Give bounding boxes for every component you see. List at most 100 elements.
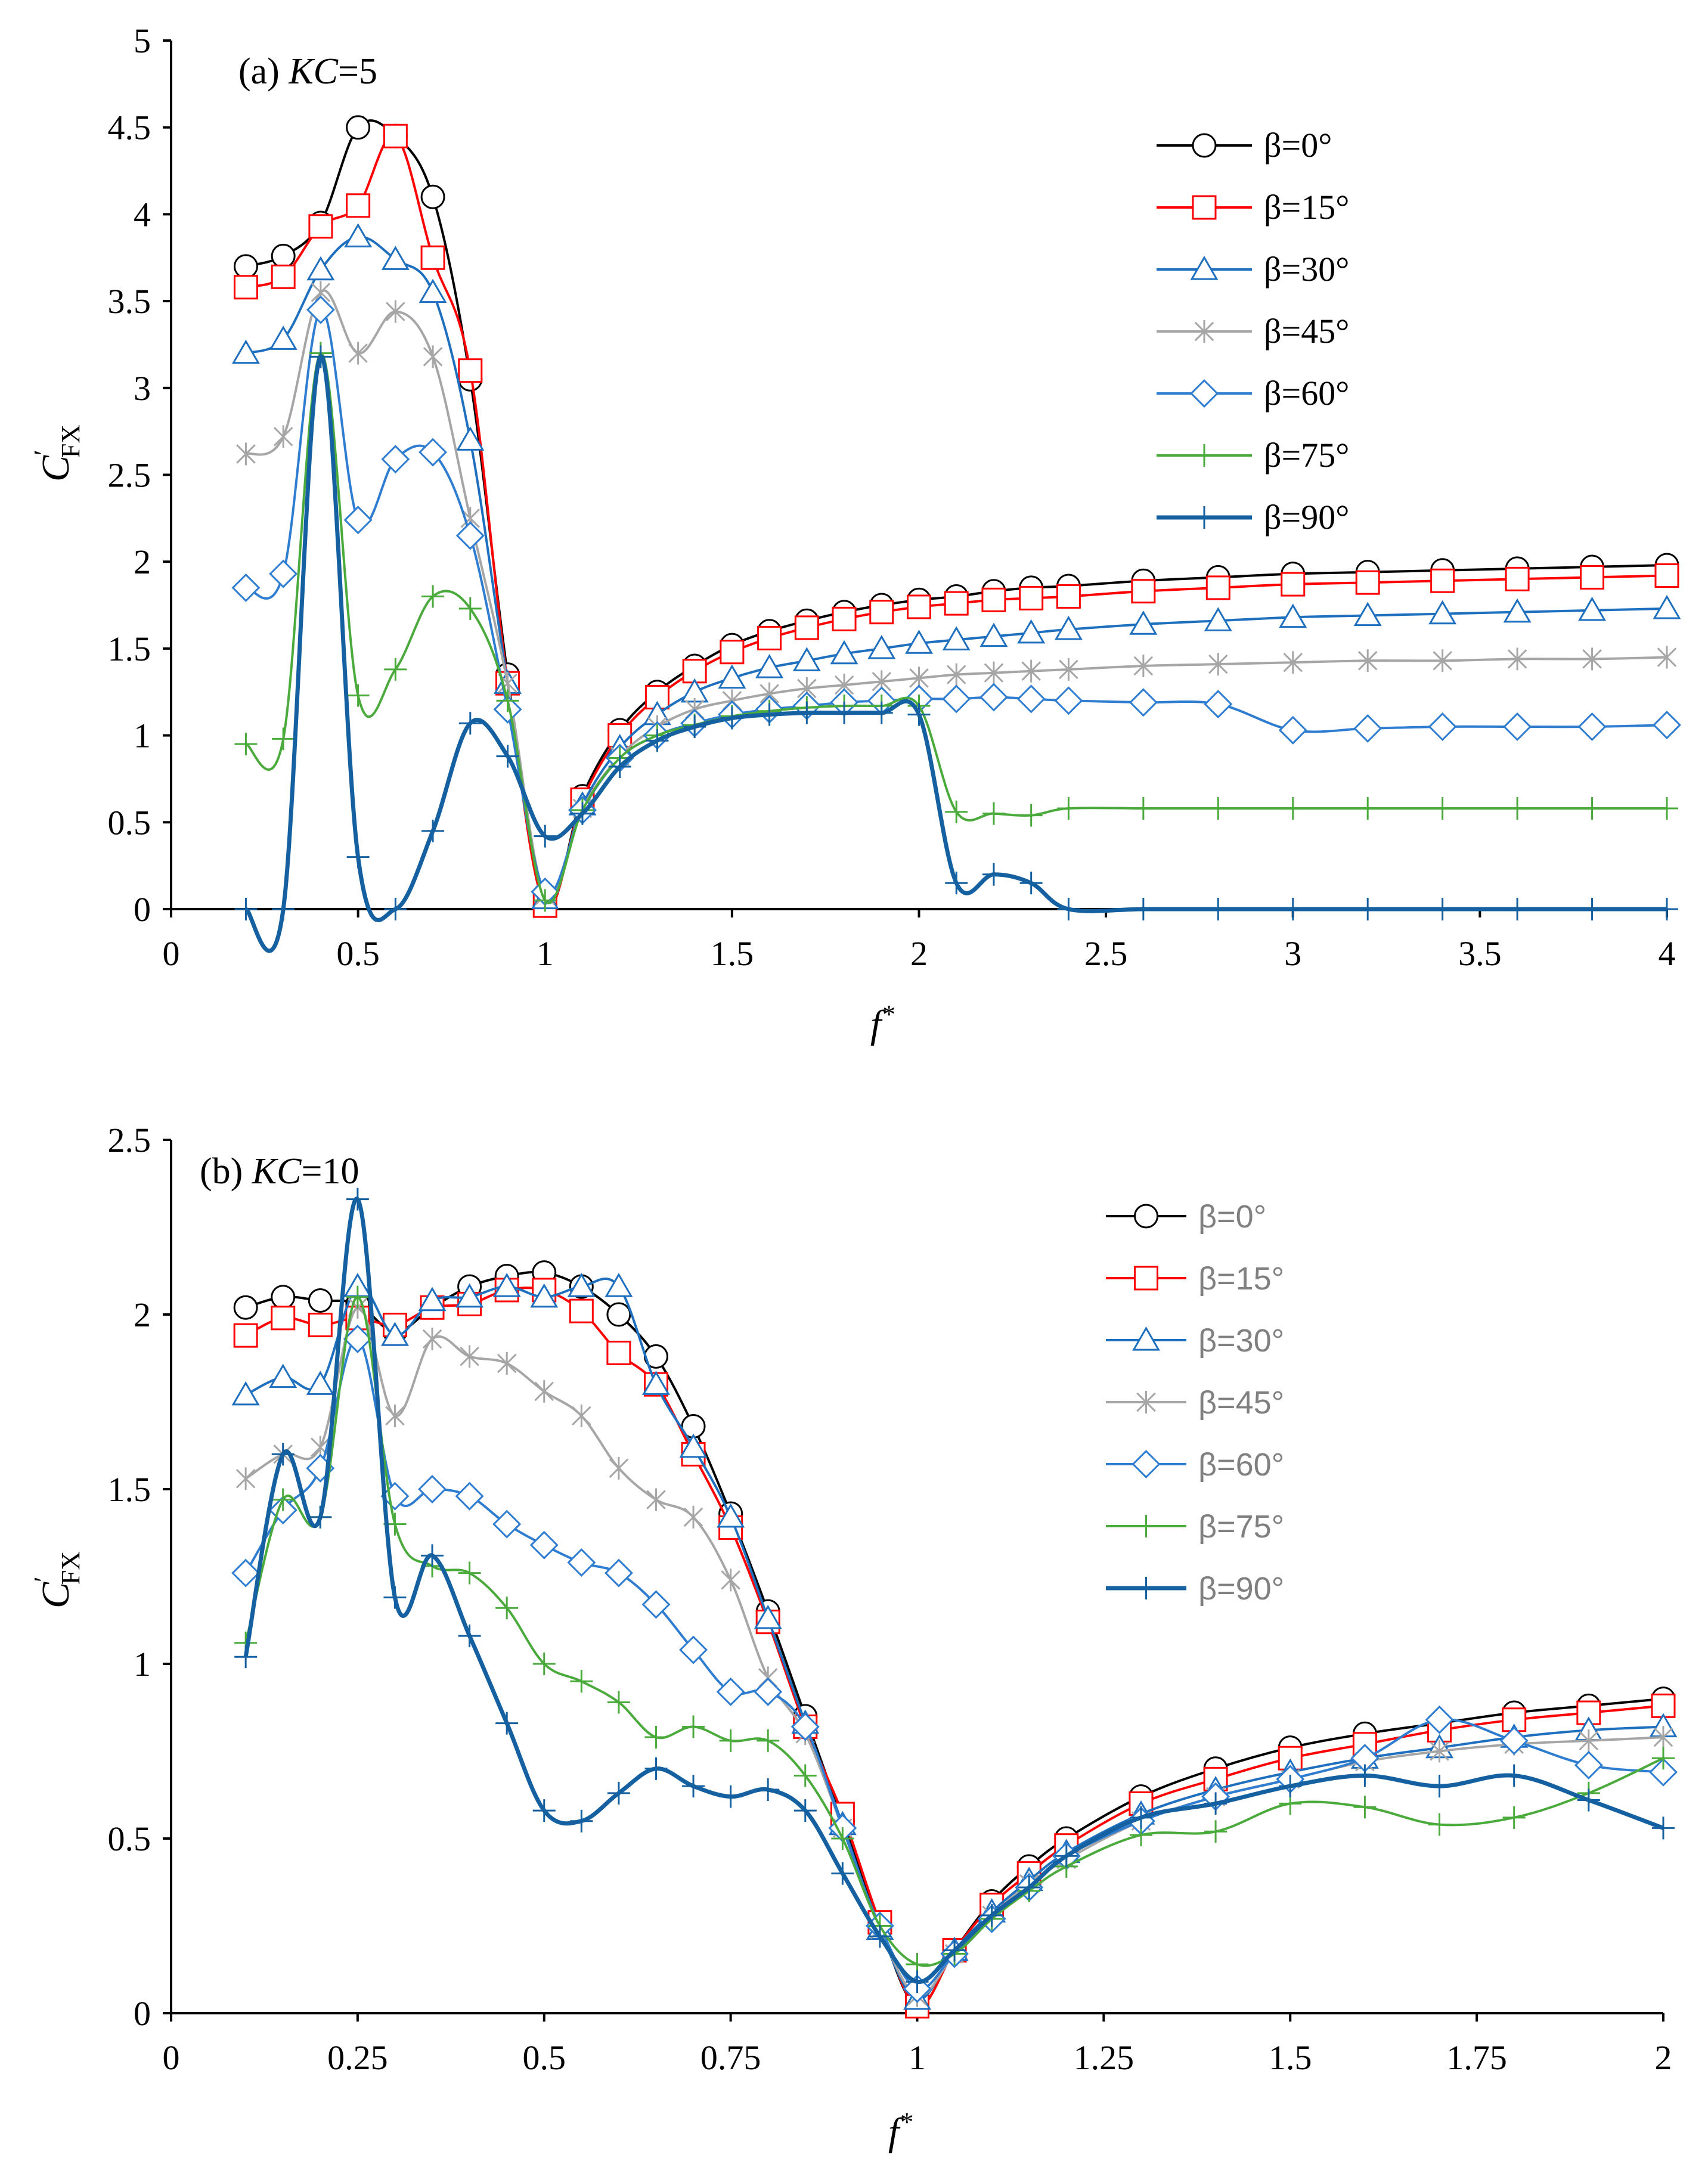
panel-a-y-tick-label: 1.5 xyxy=(108,630,151,668)
panel-b-x-tick-label: 1.5 xyxy=(1269,2038,1312,2077)
panel-a-data-point xyxy=(534,824,557,848)
panel-b-data-point xyxy=(567,1273,596,1297)
panel-a-x-ticks: 0 0.5 1 1.5 2 2.5 3 3.5 4 xyxy=(163,909,1676,973)
panel-a-data-point xyxy=(755,654,784,678)
panel-a-data-point xyxy=(904,630,934,654)
panel-a-data-point xyxy=(381,445,410,474)
panel-a-legend: β=0° β=15° β=30° β=45° β=60° β=75° β=90° xyxy=(1157,126,1349,537)
panel-a-data-point xyxy=(1653,594,1681,619)
panel-b-data-point xyxy=(271,1285,296,1310)
panel-b-data-point xyxy=(793,1764,817,1787)
panel-a-data-point xyxy=(381,246,410,270)
panel-b-data-point xyxy=(719,1785,742,1808)
panel-b-x-axis-label: f* xyxy=(888,2107,912,2154)
panel-a-data-point xyxy=(455,521,485,550)
panel-b-data-point xyxy=(604,1558,633,1588)
panel-b-data-point xyxy=(1577,1788,1600,1812)
panel-a-data-point xyxy=(942,684,971,714)
panel-a-data-point xyxy=(421,585,445,608)
panel-b-data-point xyxy=(606,1302,631,1327)
panel-a-data-point xyxy=(1580,898,1604,920)
panel-a-data-point xyxy=(273,425,293,448)
panel-a-data-point xyxy=(1578,596,1607,621)
panel-a-data-point xyxy=(1016,684,1046,714)
panel-a-data-point xyxy=(794,615,819,640)
panel-a-data-point xyxy=(979,683,1008,712)
panel-a-data-point xyxy=(720,640,745,665)
panel-a-data-point xyxy=(458,597,482,620)
panel-a-data-point xyxy=(1021,659,1041,683)
panel-b-data-point xyxy=(1574,1750,1603,1780)
panel-a-data-point xyxy=(1357,649,1378,672)
panel-b-data-point xyxy=(831,1862,854,1885)
panel-a-data-point xyxy=(1356,898,1380,920)
panel-b-legend-entry: β=60° xyxy=(1106,1447,1284,1483)
panel-a-legend-entry: β=60° xyxy=(1157,374,1349,413)
panel-a-data-point xyxy=(1654,563,1679,588)
panel-b-data-point xyxy=(646,1488,666,1511)
panel-b-data-point xyxy=(422,1328,442,1351)
panel-b-data-point xyxy=(1502,1764,1526,1787)
panel-b-data-point xyxy=(1018,1876,1041,1899)
panel-b-series-6 xyxy=(234,1188,1675,1994)
panel-b-data-point xyxy=(1579,1729,1599,1752)
panel-b-legend-entry: β=30° xyxy=(1106,1323,1284,1359)
panel-b-data-point xyxy=(607,1691,630,1714)
panel-a-data-point xyxy=(384,898,407,920)
panel-b-legend-label: β=30° xyxy=(1198,1323,1284,1359)
panel-b-x-tick-label: 2 xyxy=(1655,2038,1672,2077)
panel-b-data-point xyxy=(793,1799,817,1822)
panel-a-legend-label: β=90° xyxy=(1264,498,1349,537)
panel-a-data-point xyxy=(233,254,258,279)
panel-b-data-point xyxy=(1055,1844,1078,1868)
panel-b-data-point xyxy=(644,1757,668,1780)
panel-a-y-tick-label: 4 xyxy=(134,195,151,234)
panel-b-data-point xyxy=(309,1505,332,1529)
panel-b-data-point xyxy=(644,1726,668,1749)
panel-a-legend-entry: β=75° xyxy=(1157,436,1349,475)
panel-a-data-point xyxy=(758,703,781,726)
panel-b-data-point xyxy=(231,1381,260,1406)
panel-a-legend-marker xyxy=(1194,320,1214,343)
panel-a-data-point xyxy=(1577,712,1607,742)
panel-a-data-point xyxy=(386,300,405,323)
panel-b-plot-area xyxy=(231,1188,1678,2019)
panel-b-legend-entry: β=75° xyxy=(1106,1509,1284,1545)
panel-b-data-point xyxy=(1204,1820,1227,1843)
panel-a-data-point xyxy=(945,800,968,823)
panel-b-series-line xyxy=(245,1278,1664,2001)
panel-a-data-point xyxy=(269,559,298,588)
panel-b-data-point xyxy=(271,1306,296,1331)
panel-a-data-point xyxy=(1656,796,1678,820)
panel-a-data-point xyxy=(644,684,669,709)
panel-b-data-point xyxy=(271,1443,295,1466)
panel-a-legend-entry: β=45° xyxy=(1157,312,1349,351)
panel-b-y-tick-label: 1 xyxy=(134,1645,151,1684)
panel-a-series-6 xyxy=(234,345,1678,953)
panel-b-x-tick-label: 0.75 xyxy=(700,2038,761,2077)
panel-a-data-point xyxy=(830,640,858,665)
panel-b-data-point xyxy=(980,1904,1003,1927)
panel-a-legend-marker xyxy=(1192,195,1217,220)
panel-a-data-point xyxy=(984,661,1004,684)
panel-a-data-point xyxy=(982,863,1005,886)
panel-a-data-point xyxy=(795,701,819,724)
panel-b-data-point xyxy=(570,1809,593,1833)
panel-a-data-point xyxy=(1205,575,1230,600)
panel-b-data-point xyxy=(757,1778,780,1801)
panel-b-data-point xyxy=(235,1467,256,1490)
panel-a-y-tick-label: 1 xyxy=(134,717,151,755)
panel-b-data-point xyxy=(530,1283,559,1308)
panel-a-data-point xyxy=(720,706,743,730)
panel-a-series-0 xyxy=(233,115,1679,918)
panel-b-data-point xyxy=(343,1325,372,1353)
panel-b-legend-marker xyxy=(1134,1577,1158,1599)
panel-a-data-point xyxy=(683,715,706,739)
panel-a-data-point xyxy=(1506,898,1529,920)
panel-b-data-point xyxy=(306,1371,334,1395)
panel-b-legend-marker xyxy=(1134,1515,1158,1537)
panel-b: 0 0.5 1 1.5 2 2.5 0 0.25 0.5 0.75 1 1.25 1.5 1.75 2 (… xyxy=(29,1121,1678,2154)
panel-a-data-point xyxy=(1582,647,1602,671)
panel-b-series-3 xyxy=(235,1296,1673,2007)
